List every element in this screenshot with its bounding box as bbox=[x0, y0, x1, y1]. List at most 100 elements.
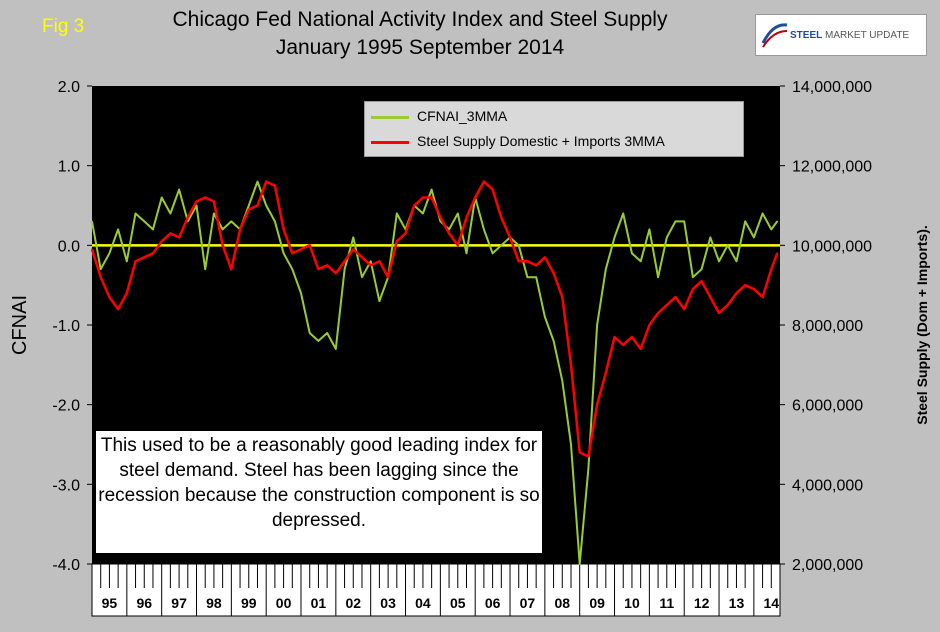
cfnai-point bbox=[683, 220, 686, 223]
cfnai-point bbox=[526, 276, 529, 279]
cfnai-point bbox=[274, 220, 276, 223]
steel-supply-point bbox=[396, 240, 398, 243]
steel-supply-point bbox=[596, 403, 598, 406]
steel-supply-point bbox=[776, 252, 779, 255]
y2-tick-label: 6,000,000 bbox=[792, 398, 863, 415]
steel-supply-point bbox=[413, 204, 416, 207]
cfnai-point bbox=[657, 276, 659, 279]
steel-supply-point bbox=[726, 304, 729, 306]
steel-supply-point bbox=[152, 252, 154, 255]
cfnai-point bbox=[483, 228, 485, 231]
steel-supply-point bbox=[483, 180, 485, 183]
cfnai-point bbox=[204, 268, 207, 271]
steel-supply-point bbox=[517, 260, 520, 263]
steel-supply-point bbox=[657, 312, 659, 314]
y2-axis-label: Steel Supply (Dom + Imports). bbox=[914, 225, 930, 425]
cfnai-point bbox=[552, 340, 555, 342]
steel-supply-point bbox=[422, 196, 424, 199]
steel-supply-point bbox=[674, 296, 677, 298]
logo-rest: MARKET UPDATE bbox=[822, 30, 910, 41]
steel-supply-point bbox=[169, 232, 172, 235]
steel-supply-point bbox=[648, 324, 651, 326]
cfnai-point bbox=[674, 220, 677, 223]
steel-supply-point bbox=[639, 348, 642, 350]
cfnai-point bbox=[596, 324, 598, 326]
steel-supply-point bbox=[753, 288, 755, 290]
legend-swatch-cfnai bbox=[371, 116, 409, 119]
cfnai-point bbox=[126, 260, 128, 263]
cfnai-point bbox=[448, 228, 450, 231]
steel-supply-point bbox=[500, 216, 503, 219]
steel-supply-point bbox=[439, 216, 442, 219]
cfnai-point bbox=[152, 228, 154, 231]
cfnai-point bbox=[718, 260, 720, 263]
cfnai-point bbox=[378, 300, 381, 302]
x-axis-band bbox=[91, 563, 781, 617]
steel-supply-point bbox=[204, 196, 207, 199]
cfnai-point bbox=[770, 228, 773, 231]
cfnai-point bbox=[561, 379, 564, 382]
cfnai-point bbox=[160, 196, 163, 199]
legend-swatch-steel bbox=[371, 141, 409, 144]
cfnai-point bbox=[247, 204, 250, 207]
steel-supply-point bbox=[326, 264, 328, 267]
steel-supply-point bbox=[683, 308, 686, 310]
x-tick-label: 08 bbox=[554, 595, 570, 611]
x-axis-area bbox=[91, 563, 781, 617]
x-tick-label: 10 bbox=[624, 595, 640, 611]
steel-supply-point bbox=[448, 232, 450, 235]
title-line-2: January 1995 September 2014 bbox=[275, 36, 565, 59]
x-tick-label: 09 bbox=[589, 595, 605, 611]
figure-label: Fig 3 bbox=[42, 16, 85, 37]
y2-tick-label: 8,000,000 bbox=[792, 318, 863, 335]
cfnai-point bbox=[439, 220, 442, 223]
steel-supply-point bbox=[509, 236, 511, 239]
steel-supply-point bbox=[230, 268, 233, 271]
cfnai-point bbox=[430, 188, 433, 191]
x-tick-label: 01 bbox=[311, 595, 327, 611]
cfnai-point bbox=[578, 563, 581, 565]
steel-supply-point bbox=[535, 264, 537, 267]
steel-supply-point bbox=[622, 344, 625, 346]
steel-supply-point bbox=[613, 336, 616, 338]
cfnai-point bbox=[692, 276, 694, 279]
y-tick-label: -4.0 bbox=[52, 557, 80, 574]
steel-supply-point bbox=[126, 292, 128, 294]
steel-supply-point bbox=[343, 260, 346, 263]
cfnai-point bbox=[326, 332, 328, 334]
cfnai-point bbox=[213, 212, 215, 215]
cfnai-point bbox=[744, 220, 746, 223]
cfnai-point bbox=[465, 252, 468, 255]
steel-supply-point bbox=[378, 260, 381, 263]
steel-supply-point bbox=[335, 272, 337, 275]
y-tick-label: 1.0 bbox=[58, 159, 80, 176]
steel-supply-point bbox=[465, 216, 468, 219]
steel-supply-point bbox=[456, 244, 459, 247]
y2-tick-label: 2,000,000 bbox=[792, 557, 863, 574]
x-tick-label: 98 bbox=[206, 595, 222, 611]
steel-supply-point bbox=[300, 248, 302, 251]
steel-supply-point bbox=[91, 248, 93, 251]
steel-supply-point bbox=[605, 372, 607, 374]
steel-supply-point bbox=[761, 296, 764, 298]
steel-supply-point bbox=[369, 264, 372, 267]
cfnai-point bbox=[491, 252, 494, 255]
legend-label-steel: Steel Supply Domestic + Imports 3MMA bbox=[417, 133, 665, 149]
cfnai-point bbox=[317, 340, 320, 342]
logo-swoosh-icon bbox=[761, 23, 788, 48]
cfnai-point bbox=[776, 220, 779, 223]
steel-supply-point bbox=[99, 276, 102, 279]
steel-supply-point bbox=[526, 260, 529, 263]
steel-supply-point bbox=[744, 284, 746, 286]
annotation-note: This used to be a reasonably good leadin… bbox=[96, 431, 542, 553]
cfnai-point bbox=[178, 188, 180, 191]
y2-tick-label: 14,000,000 bbox=[792, 79, 872, 96]
cfnai-point bbox=[735, 260, 738, 263]
cfnai-point bbox=[291, 268, 294, 271]
steel-supply-point bbox=[195, 200, 198, 203]
steel-supply-point bbox=[247, 208, 250, 211]
cfnai-point bbox=[709, 236, 712, 239]
cfnai-point bbox=[422, 212, 424, 215]
x-tick-label: 03 bbox=[380, 595, 396, 611]
steel-supply-point bbox=[561, 296, 564, 298]
